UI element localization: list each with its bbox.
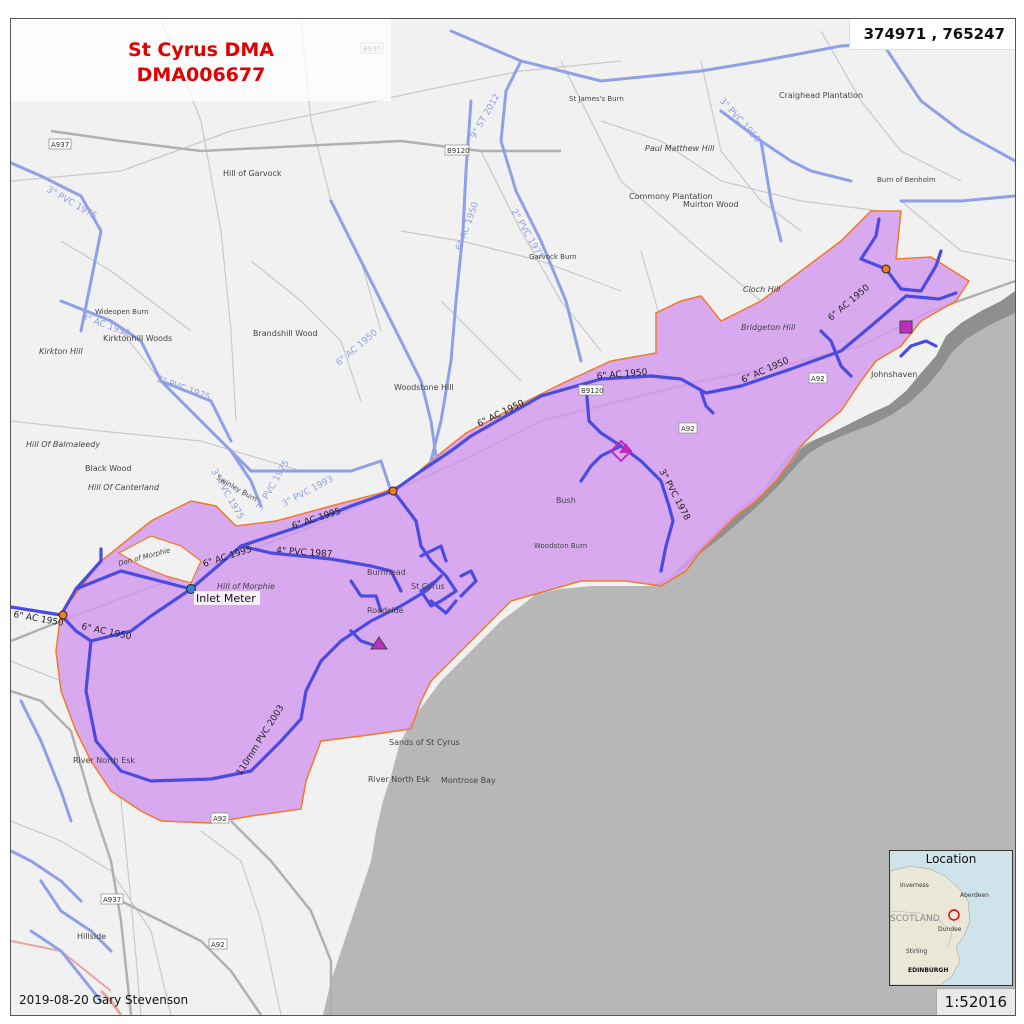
map-frame: A937 B9120 B930 A92 A92 A92 B9120 A937 A…: [10, 18, 1016, 1016]
pipe-label: 6" AC 1950: [596, 368, 648, 382]
inset-place: Stirling: [906, 948, 927, 955]
place-labels: Hill of Garvock Paul Matthew Hill Craigh…: [26, 91, 936, 941]
road-label: B9120: [581, 387, 604, 395]
place-label: Hill of Garvock: [223, 169, 282, 178]
road-label: A92: [811, 375, 825, 383]
map-canvas[interactable]: A937 B9120 B930 A92 A92 A92 B9120 A937 A…: [11, 19, 1015, 1015]
map-title: St Cyrus DMA: [128, 39, 274, 61]
title-panel: St Cyrus DMA DMA006677: [11, 19, 391, 101]
place-label: River North Esk: [73, 756, 135, 765]
rail-line: [99, 989, 123, 1015]
place-label: Burn of Benholm: [877, 176, 936, 184]
place-label: Woodstone Hill: [394, 383, 454, 392]
dma-network[interactable]: [11, 217, 958, 783]
place-label: Sands of St Cyrus: [389, 738, 460, 747]
sea-area: [323, 301, 1015, 1015]
place-label: Brandshill Wood: [253, 329, 318, 338]
dma-exclusion: [117, 535, 202, 584]
place-label: Wideopen Burn: [95, 308, 149, 316]
inset-place: Aberdeen: [960, 892, 989, 899]
inset-place: EDINBURGH: [908, 967, 948, 974]
coastal-cliff: [671, 291, 1015, 576]
external-network: [11, 29, 1015, 1003]
scale-readout: 1:52016: [935, 988, 1015, 1015]
meter-label: Inlet Meter: [196, 592, 256, 605]
place-label: St James's Burn: [569, 95, 624, 103]
place-label: Kirktonhill Woods: [103, 334, 172, 343]
special-markers[interactable]: [370, 320, 913, 650]
road-label: A92: [681, 425, 695, 433]
road-label: B9120: [447, 147, 470, 155]
place-label: Commony Plantation: [629, 192, 713, 201]
inset-place: SCOTLAND: [890, 914, 940, 924]
author-footer: 2019-08-20 Gary Stevenson: [19, 993, 189, 1007]
inset-title: Location: [925, 852, 977, 866]
valve-icon: [58, 610, 68, 620]
pipe-label: 4" PVC 1987: [276, 546, 333, 560]
place-label: Hill of Morphie: [217, 582, 275, 591]
coordinate-readout: 374971 , 765247: [848, 19, 1015, 50]
place-label: Hillside: [77, 932, 106, 941]
place-label: Cloch Hill: [743, 285, 781, 294]
road-label: A92: [211, 941, 225, 949]
triangle-marker-icon: [619, 443, 633, 453]
place-label: Hill Of Balmaleedy: [26, 440, 100, 449]
place-label: Bush: [556, 496, 576, 505]
place-label: Johnshaven: [870, 370, 917, 379]
place-label: Black Wood: [85, 464, 132, 473]
meter-icon: [186, 584, 196, 594]
place-label: Craighead Plantation: [779, 91, 863, 100]
inset-place: Inverness: [900, 882, 929, 889]
place-label: Hill Of Canterland: [88, 483, 160, 492]
place-label: River North Esk: [368, 775, 430, 784]
dma-boundary[interactable]: [55, 210, 971, 824]
valve-icon: [881, 264, 891, 274]
place-label: Roadside: [367, 606, 404, 615]
valve-icon: [388, 486, 398, 496]
place-label: Paul Matthew Hill: [645, 144, 715, 153]
location-marker-icon: [948, 909, 960, 921]
place-label: Muirton Wood: [683, 200, 738, 209]
place-label: Kirkton Hill: [39, 347, 83, 356]
place-label: Burnhead: [367, 568, 406, 577]
road-label: A937: [51, 141, 69, 149]
valve-markers[interactable]: [58, 264, 891, 620]
inset-place: Dundee: [938, 926, 962, 933]
road-label: A937: [103, 896, 121, 904]
place-label: Woodston Burn: [534, 542, 587, 550]
place-label: St Cyrus: [411, 582, 445, 591]
dma-id: DMA006677: [136, 64, 266, 86]
place-label: Bridgeton Hill: [741, 323, 796, 332]
place-label: Garvock Burn: [529, 253, 577, 261]
triangle-marker-icon: [370, 636, 388, 650]
inset-map: Inverness Aberdeen SCOTLAND Dundee Stirl…: [890, 851, 1012, 985]
place-label: Montrose Bay: [441, 776, 496, 785]
location-inset: Inverness Aberdeen SCOTLAND Dundee Stirl…: [889, 850, 1013, 986]
road-label: A92: [213, 815, 227, 823]
inlet-meter-label: Inlet Meter: [194, 591, 260, 605]
square-marker-icon: [899, 320, 913, 334]
